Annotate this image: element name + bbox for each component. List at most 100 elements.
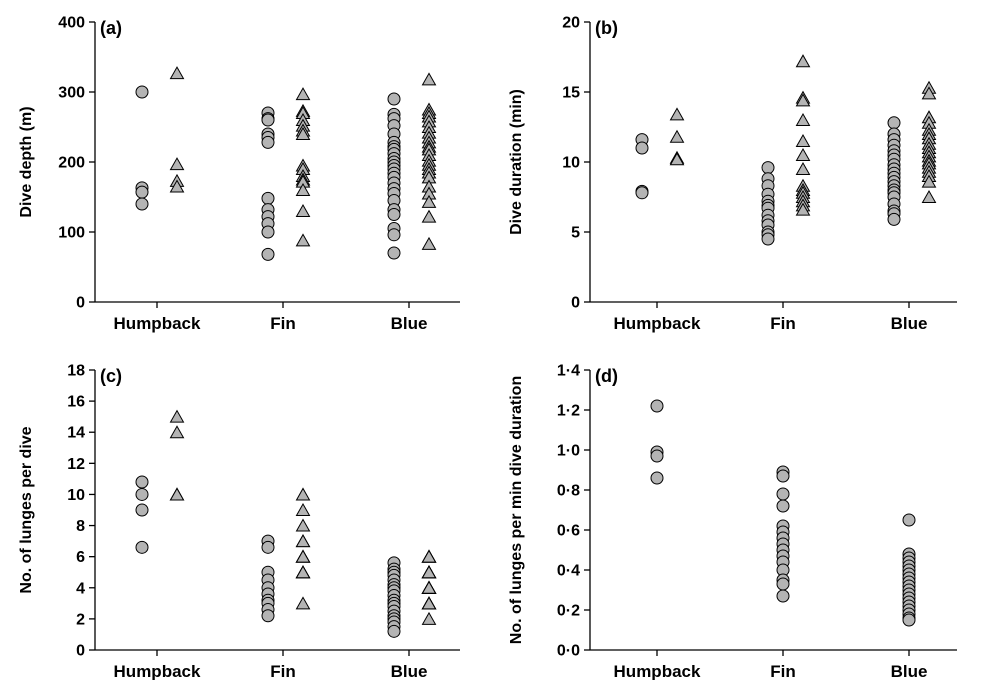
y-tick-label: 0·2 — [557, 603, 580, 620]
circle-point-fin — [776, 499, 790, 513]
y-tick-label: 20 — [562, 15, 580, 32]
triangle-point-humpback — [169, 157, 185, 171]
triangle-point-blue — [921, 174, 937, 188]
y-tick-label: 1·0 — [557, 443, 580, 460]
triangle-point-blue — [421, 565, 437, 579]
y-tick-label: 0 — [76, 643, 85, 660]
triangle-point-blue — [921, 189, 937, 203]
y-tick-label: 0·4 — [557, 563, 580, 580]
triangle-point-humpback — [169, 487, 185, 501]
triangle-point-fin — [295, 518, 311, 532]
circle-point-humpback — [135, 475, 149, 489]
y-tick-label: 10 — [562, 155, 580, 172]
circle-point-humpback — [650, 399, 664, 413]
triangle-point-humpback — [669, 152, 685, 166]
x-tick-label-fin: Fin — [270, 662, 296, 680]
triangle-point-fin — [295, 502, 311, 516]
triangle-point-blue — [421, 580, 437, 594]
triangle-point-fin — [795, 147, 811, 161]
y-tick-label: 200 — [58, 155, 85, 172]
triangle-point-blue — [421, 236, 437, 250]
triangle-point-fin — [295, 534, 311, 548]
y-tick-label: 14 — [67, 425, 85, 442]
circle-point-fin — [761, 161, 775, 175]
triangle-point-fin — [795, 133, 811, 147]
circle-point-blue — [387, 208, 401, 221]
triangle-point-humpback — [669, 129, 685, 143]
circle-point-humpback — [650, 449, 664, 463]
triangle-point-fin — [795, 112, 811, 126]
y-tick-label: 0 — [571, 295, 580, 312]
circle-point-humpback — [135, 185, 149, 199]
panel-b: 0 5 10 15 20 Humpback Fin Blue Dive duration (mi… — [508, 15, 957, 333]
triangle-point-fin — [295, 233, 311, 247]
y-tick-label: 0 — [76, 295, 85, 312]
panel-d: 0·0 0·2 0·4 0·6 0·8 1·0 1·2 1·4 Humpback Fin Blue N… — [508, 363, 957, 680]
circle-point-blue — [387, 92, 401, 106]
x-tick-label-blue: Blue — [391, 314, 428, 333]
triangle-point-humpback — [669, 107, 685, 121]
circle-point-fin — [776, 589, 790, 603]
x-tick-label-humpback: Humpback — [614, 314, 701, 333]
panel-c: 0 2 4 6 8 10 12 14 16 18 Humpback Fin Blue No. of lun… — [18, 363, 460, 680]
triangle-point-humpback — [169, 179, 185, 193]
circle-point-fin — [261, 113, 275, 127]
x-tick-label-humpback: Humpback — [114, 662, 201, 680]
triangle-point-blue — [421, 194, 437, 208]
y-tick-label: 5 — [571, 225, 580, 242]
circle-point-blue — [887, 116, 901, 130]
circle-point-humpback — [635, 141, 649, 155]
y-tick-label: 0·8 — [557, 483, 580, 500]
circle-point-blue — [887, 212, 901, 226]
y-tick-label: 1·2 — [557, 403, 580, 420]
panel-label: (b) — [595, 18, 618, 38]
circle-point-humpback — [650, 471, 664, 485]
x-tick-label-fin: Fin — [770, 314, 796, 333]
x-tick-label-humpback: Humpback — [614, 662, 701, 680]
triangle-point-fin — [795, 93, 811, 107]
circle-point-fin — [776, 577, 790, 591]
triangle-point-blue — [421, 549, 437, 563]
circle-point-blue — [387, 246, 401, 260]
circle-point-blue — [387, 228, 401, 242]
x-tick-label-blue: Blue — [891, 314, 928, 333]
triangle-point-fin — [295, 182, 311, 196]
circle-point-fin — [776, 487, 790, 501]
triangle-point-humpback — [169, 425, 185, 439]
triangle-point-fin — [795, 54, 811, 68]
circle-point-fin — [776, 469, 790, 483]
circle-point-blue — [902, 613, 916, 627]
x-tick-label-humpback: Humpback — [114, 314, 201, 333]
panel-a: 0 100 200 300 400 Humpback Fin Blue Dive depth (… — [18, 15, 460, 333]
x-tick-label-blue: Blue — [891, 662, 928, 680]
y-tick-label: 0·6 — [557, 523, 580, 540]
circle-point-humpback — [135, 540, 149, 554]
triangle-point-fin — [295, 565, 311, 579]
circle-point-humpback — [135, 197, 149, 211]
circle-point-fin — [261, 135, 275, 149]
circle-point-fin — [261, 247, 275, 261]
triangle-point-fin — [295, 126, 311, 140]
circle-point-humpback — [135, 85, 149, 99]
triangle-point-blue — [421, 209, 437, 223]
circle-point-fin — [261, 540, 275, 554]
triangle-point-fin — [295, 203, 311, 217]
y-tick-label: 2 — [76, 611, 85, 628]
circle-point-humpback — [635, 186, 649, 200]
y-tick-label: 6 — [76, 549, 85, 566]
triangle-point-blue — [421, 72, 437, 86]
y-tick-label: 10 — [67, 487, 85, 504]
circle-point-humpback — [135, 503, 149, 517]
triangle-point-blue — [421, 611, 437, 625]
circle-point-fin — [761, 232, 775, 246]
y-tick-label: 100 — [58, 225, 85, 242]
triangle-point-fin — [295, 87, 311, 101]
y-axis-title: No. of lunges per min dive duration — [508, 376, 525, 644]
y-tick-label: 16 — [67, 394, 85, 411]
y-tick-label: 0·0 — [557, 643, 580, 660]
circle-point-blue — [902, 513, 916, 527]
y-tick-label: 15 — [562, 85, 580, 102]
triangle-point-fin — [795, 161, 811, 175]
y-tick-label: 300 — [58, 85, 85, 102]
y-tick-label: 18 — [67, 363, 85, 380]
